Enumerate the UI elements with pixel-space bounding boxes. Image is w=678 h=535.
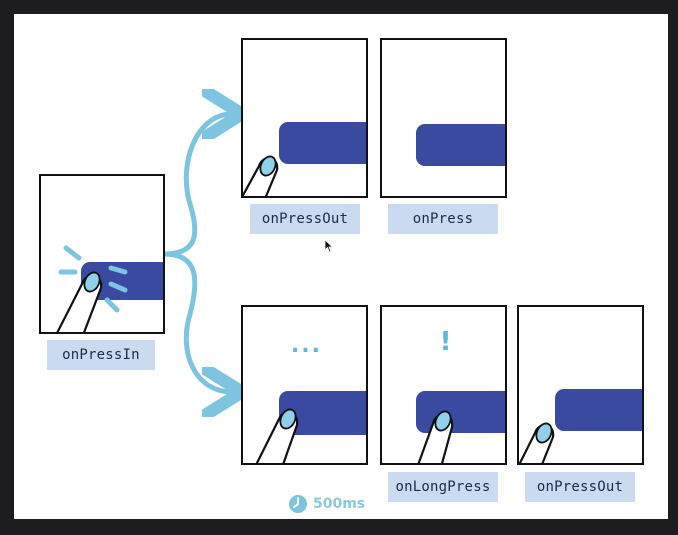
finger-icon xyxy=(243,155,279,196)
label-on-press-in: onPressIn xyxy=(47,340,155,370)
button-shape xyxy=(279,391,366,435)
mouse-cursor-icon xyxy=(324,239,334,253)
clock-icon xyxy=(289,495,307,513)
finger-icon xyxy=(417,410,454,463)
press-burst-icon xyxy=(58,245,128,313)
frame-long-press: ! xyxy=(380,305,507,465)
finger-icon xyxy=(519,422,555,463)
frame-press xyxy=(380,38,507,198)
branch-arrows xyxy=(161,14,668,519)
frame-press-out-long xyxy=(517,305,644,465)
label-on-long-press: onLongPress xyxy=(388,472,498,502)
button-shape xyxy=(279,122,366,164)
finger-icon xyxy=(56,271,103,332)
arrow-down xyxy=(161,251,232,392)
label-on-press-out-short: onPressOut xyxy=(250,204,360,234)
finger-icon xyxy=(255,408,299,463)
frame-long-wait: ... xyxy=(241,305,368,465)
button-shape xyxy=(416,391,505,433)
exclamation-mark: ! xyxy=(439,327,452,357)
label-on-press-out-long: onPressOut xyxy=(525,472,635,502)
label-on-press: onPress xyxy=(388,204,498,234)
waiting-dots: ... xyxy=(290,333,323,358)
frame-press-out-short xyxy=(241,38,368,198)
diagram-canvas: onPressIn onPressOut onPress ... xyxy=(14,14,668,519)
frame-press-in xyxy=(39,174,165,334)
button-shape xyxy=(81,262,163,300)
button-shape xyxy=(555,389,642,431)
button-shape xyxy=(416,124,505,166)
timer-indicator: 500ms xyxy=(288,493,365,515)
timer-label: 500ms xyxy=(313,496,366,512)
arrow-up xyxy=(161,114,232,257)
